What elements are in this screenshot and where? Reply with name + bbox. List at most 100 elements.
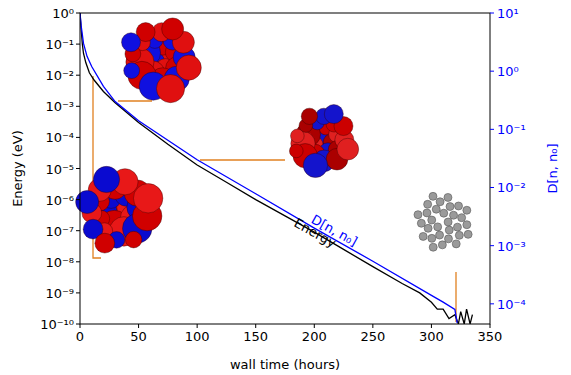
atom [455,231,463,239]
y-tick [76,13,80,14]
atom [428,234,436,242]
y-tick [76,44,80,45]
orbital-lobe [162,18,184,40]
y-tick-label: 10⁻² [45,68,74,83]
atom [463,206,471,214]
atom [444,235,452,243]
y2-tick [490,245,494,246]
series-line [80,13,472,324]
orbital-inset [289,105,358,178]
y-tick [76,137,80,138]
atom [419,232,427,240]
y2-tick-label: 10⁻¹ [497,122,526,137]
cluster-inset [414,192,472,251]
x-tick [314,324,315,328]
x-tick [197,324,198,328]
series-label: D[n, n₀] [309,212,360,249]
series-line [80,13,457,323]
orbital-inset [122,18,202,103]
y2-tick-label: 10¹ [497,6,519,21]
atom [455,202,463,210]
series-group [80,13,472,324]
y-axis-title: Energy (eV) [10,130,25,207]
y-tick [76,199,80,200]
atom [450,211,458,219]
atom [444,193,452,201]
orbital-lobe [303,153,327,177]
y2-tick [490,303,494,304]
atom [428,216,436,224]
orbital-lobe [76,190,99,213]
y2-tick-label: 10⁻² [497,180,526,195]
y-tick-label: 10⁻¹⁰ [40,317,74,332]
orbital-lobe [93,166,119,192]
orbital-lobe [125,231,142,248]
y-tick-label: 10⁻⁷ [45,224,74,239]
atom [436,198,444,206]
plot-frame [80,13,490,324]
atom [453,223,461,231]
x-tick-label: 300 [419,329,444,344]
x-tick-label: 50 [130,329,147,344]
atom [424,224,432,232]
x-tick-label: 350 [478,329,503,344]
atom [438,241,446,249]
y-tick-label: 10⁻⁸ [45,255,74,270]
orbital-lobe [176,55,201,80]
x-tick [80,324,81,328]
orbital-lobe [324,105,343,124]
y2-tick-label: 10⁰ [497,64,519,79]
chart: 05010015020025030035010⁻¹⁰10⁻⁹10⁻⁸10⁻⁷10… [0,0,571,375]
orbital-lobe [337,138,359,160]
y2-tick-label: 10⁻³ [497,239,526,254]
x-axis-title: wall time (hours) [230,357,340,372]
y-tick-label: 10⁻⁹ [45,286,74,301]
x-tick-label: 150 [243,329,268,344]
orbital-lobe [289,144,303,158]
y-tick-label: 10⁻⁴ [45,130,74,145]
atom [424,200,432,208]
x-tick-label: 250 [360,329,385,344]
y-tick-label: 10⁻⁶ [45,193,74,208]
atom [446,203,454,211]
atom [417,219,425,227]
atom [429,243,437,251]
y-tick [76,261,80,262]
atom [452,240,460,248]
x-tick [138,324,139,328]
atom [432,205,440,213]
atom [440,209,448,217]
x-tick [431,324,432,328]
atom [444,218,452,226]
atom [436,231,444,239]
y2-tick [490,71,494,72]
y-tick [76,324,80,325]
atom [414,211,422,219]
x-tick [372,324,373,328]
y2-tick [490,187,494,188]
y-tick-label: 10⁰ [52,6,74,21]
y-tick [76,168,80,169]
atom [423,209,431,217]
orbital-lobe [122,33,141,52]
y2-tick-label: 10⁻⁴ [497,297,526,312]
atom [429,192,437,200]
y2-axis-title: D[n, n₀] [545,143,560,193]
orbital-lobe [95,233,115,253]
inset-images [76,18,472,322]
y-tick-label: 10⁻¹ [45,37,74,52]
atom [445,226,453,234]
atom [434,223,442,231]
x-tick-label: 200 [302,329,327,344]
y-tick [76,292,80,293]
y-tick [76,75,80,76]
orbital-lobe [124,63,140,79]
x-tick-label: 0 [76,329,84,344]
connector [200,159,285,160]
orbital-inset [76,166,163,253]
y2-tick [490,129,494,130]
orbital-lobe [301,108,317,124]
y-tick [76,106,80,107]
y-tick-label: 10⁻³ [45,99,74,114]
atom [458,214,466,222]
